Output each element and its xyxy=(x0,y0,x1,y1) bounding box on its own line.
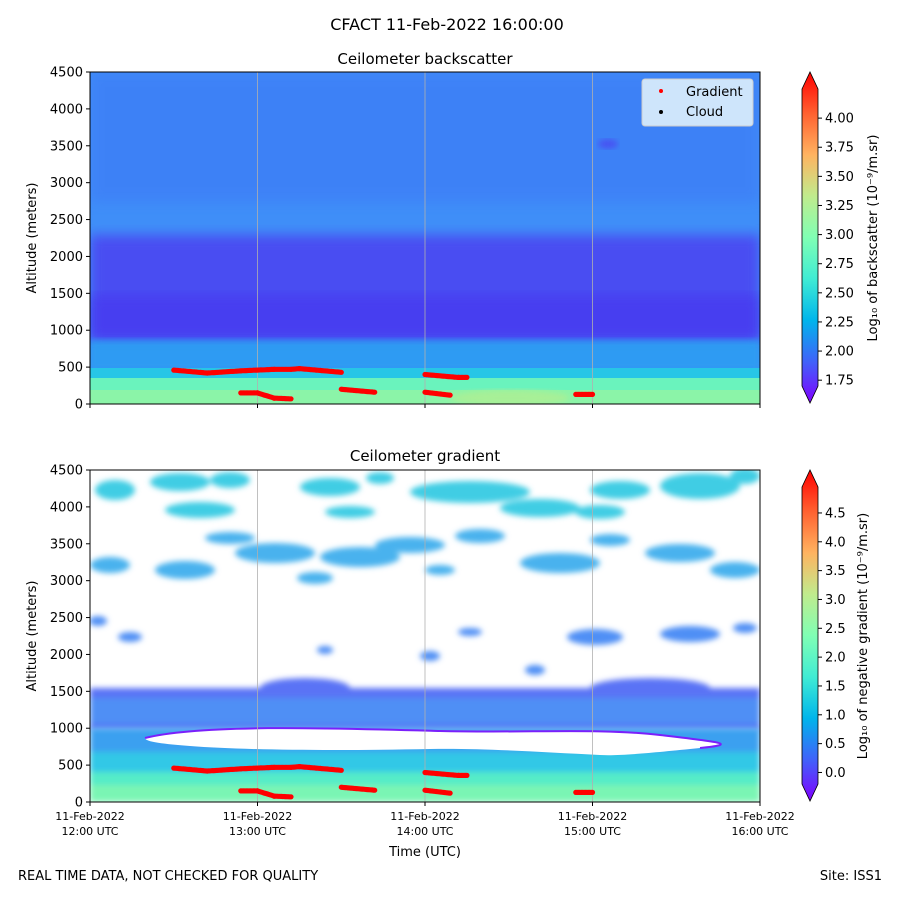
colorbar-tick-label: 3.00 xyxy=(825,228,854,243)
x-tick-label-time: 16:00 UTC xyxy=(731,825,788,838)
gradient-x-ticks: 11-Feb-2022 12:00 UTC 11-Feb-2022 13:00 UTC… xyxy=(55,802,795,838)
backscatter-colorbar: 1.75 2.00 2.25 2.50 2.75 3.00 3.25 3.50 3.75 4.00… xyxy=(801,71,881,404)
gradient-xlabel: Time (UTC) xyxy=(388,845,461,860)
x-tick-label-date: 11-Feb-2022 xyxy=(223,810,292,823)
gradient-panel: Ceilometer gradient xyxy=(25,447,871,860)
backscatter-gridlines xyxy=(257,72,593,404)
x-tick-label-date: 11-Feb-2022 xyxy=(390,810,459,823)
gradient-point xyxy=(338,369,344,375)
gradient-colorbar-ticks: 0.0 0.5 1.0 1.5 2.0 2.5 3.0 3.5 4.0 4.5 xyxy=(818,506,846,781)
colorbar-tick-label: 0.5 xyxy=(825,737,846,752)
colorbar-tick-label: 3.75 xyxy=(825,141,854,156)
y-tick-label: 0 xyxy=(75,796,83,811)
colorbar-tick-label: 4.5 xyxy=(825,506,846,521)
y-tick-label: 2000 xyxy=(50,250,83,265)
legend-box xyxy=(641,78,754,127)
backscatter-ylabel: Altitude (meters) xyxy=(25,183,40,294)
y-tick-label: 0 xyxy=(75,398,83,413)
gradient-point xyxy=(589,789,596,796)
colorbar-tick-label: 0.0 xyxy=(825,766,846,781)
colorbar-tick-label: 3.50 xyxy=(825,170,854,185)
gradient-heatmap xyxy=(90,470,760,802)
colorbar-tick-label: 3.0 xyxy=(825,593,846,608)
backscatter-colorbar-bar xyxy=(801,71,819,404)
x-tick-label-time: 15:00 UTC xyxy=(564,825,621,838)
gradient-point xyxy=(338,767,344,773)
y-tick-label: 1000 xyxy=(50,722,83,737)
legend: Gradient Cloud xyxy=(641,78,754,127)
y-tick-label: 3500 xyxy=(50,139,83,154)
colorbar-tick-label: 4.00 xyxy=(825,112,854,127)
gradient-gridlines xyxy=(257,470,593,802)
y-tick-label: 500 xyxy=(58,759,83,774)
backscatter-title: Ceilometer backscatter xyxy=(337,50,513,68)
gradient-point xyxy=(589,391,596,397)
colorbar-tick-label: 2.00 xyxy=(825,345,854,360)
y-tick-label: 2500 xyxy=(50,213,83,228)
colorbar-tick-label: 4.0 xyxy=(825,535,846,550)
backscatter-panel: Ceilometer backscatter 0 500 1000 1500 2000 2… xyxy=(25,50,881,413)
gradient-colorbar: 0.0 0.5 1.0 1.5 2.0 2.5 3.0 3.5 4.0 4.5 Log₁₀ of … xyxy=(801,469,871,802)
colorbar-tick-label: 1.5 xyxy=(825,679,846,694)
site-label: Site: ISS1 xyxy=(819,869,882,884)
y-tick-label: 2500 xyxy=(50,611,83,626)
colorbar-tick-label: 2.75 xyxy=(825,257,854,272)
gradient-y-ticks: 0 500 1000 1500 2000 2500 3000 3500 4000 4500 xyxy=(50,464,90,811)
y-tick-label: 2000 xyxy=(50,648,83,663)
gradient-ylabel: Altitude (meters) xyxy=(25,581,40,692)
legend-label-gradient: Gradient xyxy=(686,85,743,100)
gradient-point xyxy=(464,772,470,779)
backscatter-x-ticks xyxy=(89,404,761,408)
x-tick-label-time: 14:00 UTC xyxy=(396,825,453,838)
gradient-point xyxy=(288,794,294,800)
gradient-colorbar-bar xyxy=(801,469,819,802)
backscatter-colorbar-ticks: 1.75 2.00 2.25 2.50 2.75 3.00 3.25 3.50 3.75 4.00 xyxy=(818,112,854,389)
colorbar-tick-label: 3.25 xyxy=(825,199,854,214)
y-tick-label: 4500 xyxy=(50,464,83,479)
x-tick-label-date: 11-Feb-2022 xyxy=(725,810,794,823)
colorbar-tick-label: 2.50 xyxy=(825,286,854,301)
gradient-point xyxy=(288,396,294,402)
gradient-point xyxy=(447,392,453,398)
x-tick-label-date: 11-Feb-2022 xyxy=(558,810,627,823)
legend-marker-cloud xyxy=(659,110,663,114)
legend-label-cloud: Cloud xyxy=(686,105,723,120)
y-tick-label: 3000 xyxy=(50,574,83,589)
colorbar-tick-label: 1.75 xyxy=(825,374,854,389)
colorbar-tick-label: 2.25 xyxy=(825,315,854,330)
colorbar-tick-label: 2.0 xyxy=(825,651,846,666)
y-tick-label: 1000 xyxy=(50,324,83,339)
y-tick-label: 4000 xyxy=(50,500,83,515)
colorbar-tick-label: 2.5 xyxy=(825,622,846,637)
x-tick-label-date: 11-Feb-2022 xyxy=(55,810,124,823)
gradient-point xyxy=(447,790,453,796)
gradient-gradient-markers xyxy=(171,764,596,800)
gradient-point xyxy=(372,787,378,793)
y-tick-label: 3500 xyxy=(50,537,83,552)
legend-marker-gradient xyxy=(659,89,663,93)
gradient-point xyxy=(464,374,470,380)
backscatter-y-ticks: 0 500 1000 1500 2000 2500 3000 3500 4000 4500 xyxy=(50,66,90,413)
backscatter-gradient-markers xyxy=(171,366,596,402)
figure-suptitle: CFACT 11-Feb-2022 16:00:00 xyxy=(330,15,564,34)
y-tick-label: 1500 xyxy=(50,685,83,700)
y-tick-label: 4000 xyxy=(50,102,83,117)
backscatter-colorbar-label: Log₁₀ of backscatter (10⁻⁹/m.sr) xyxy=(866,135,881,342)
y-tick-label: 3000 xyxy=(50,176,83,191)
colorbar-tick-label: 1.0 xyxy=(825,708,846,723)
y-tick-label: 4500 xyxy=(50,66,83,81)
colorbar-tick-label: 3.5 xyxy=(825,564,846,579)
gradient-point xyxy=(372,389,378,395)
x-tick-label-time: 13:00 UTC xyxy=(229,825,286,838)
gradient-colorbar-label: Log₁₀ of negative gradient (10⁻⁹/m.sr) xyxy=(856,513,871,759)
quality-disclaimer: REAL TIME DATA, NOT CHECKED FOR QUALITY xyxy=(18,869,319,884)
x-tick-label-time: 12:00 UTC xyxy=(61,825,118,838)
y-tick-label: 500 xyxy=(58,361,83,376)
gradient-title: Ceilometer gradient xyxy=(350,447,500,465)
y-tick-label: 1500 xyxy=(50,287,83,302)
